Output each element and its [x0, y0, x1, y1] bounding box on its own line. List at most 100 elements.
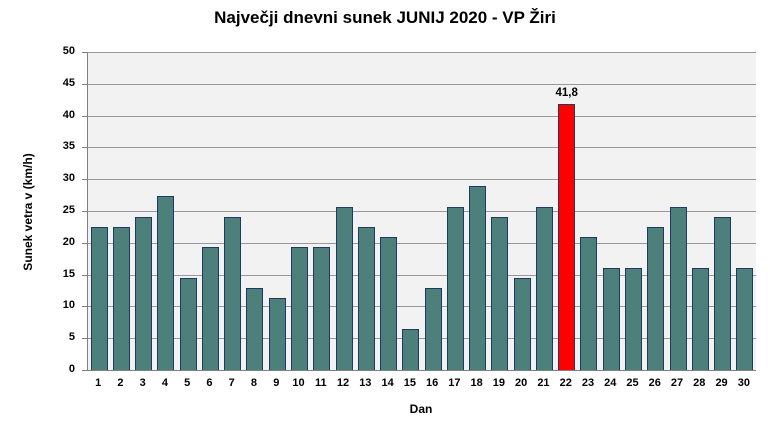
- bar-day-17: [446, 206, 464, 370]
- x-axis-label-30: 30: [737, 377, 750, 389]
- bar-slot-day-17: [444, 52, 466, 370]
- y-axis-label-15: 15: [62, 267, 75, 280]
- x-axis-label-6: 6: [206, 377, 213, 389]
- x-axis-label-27: 27: [670, 377, 684, 389]
- gridline-20: [88, 242, 756, 244]
- gridline-45: [88, 83, 756, 85]
- x-axis-label-8: 8: [250, 377, 258, 389]
- bar-slot-day-28: [689, 52, 711, 370]
- x-axis-label-22: 22: [559, 377, 572, 389]
- x-axis-label-9: 9: [273, 377, 280, 389]
- y-axis-label-40: 40: [62, 108, 75, 121]
- bar-slot-day-15: [400, 52, 422, 370]
- y-tick-20: [82, 242, 88, 244]
- bar-day-24: [602, 267, 620, 370]
- bar-slot-day-25: [622, 52, 644, 370]
- x-axis-label-7: 7: [228, 377, 235, 389]
- gridline-15: [88, 274, 756, 276]
- bar-slot-day-2: [110, 52, 132, 370]
- y-tick-25: [82, 211, 88, 212]
- bar-day-23: [580, 237, 598, 370]
- y-tick-50: [82, 52, 88, 53]
- bar-slot-day-7: [222, 52, 244, 370]
- bar-day-16: [424, 287, 442, 370]
- bar-slot-day-24: [600, 52, 622, 370]
- x-axis-label-28: 28: [693, 377, 706, 389]
- bar-day-30: [736, 267, 754, 370]
- bar-day-13: [357, 226, 375, 370]
- x-axis-label-14: 14: [381, 377, 394, 389]
- x-axis-label-12: 12: [336, 377, 350, 389]
- bar-slot-day-6: [199, 52, 221, 370]
- bar-slot-day-26: [645, 52, 667, 370]
- bar-slot-day-9: [266, 52, 288, 370]
- y-axis-label-5: 5: [68, 331, 75, 344]
- bar-slot-day-16: [422, 52, 444, 370]
- y-tick-10: [82, 306, 88, 308]
- y-axis-label-50: 50: [62, 45, 75, 57]
- bar-day-5: [179, 277, 197, 370]
- y-axis-label-25: 25: [62, 204, 75, 216]
- bar-day-25: [625, 267, 642, 370]
- bar-day-2: [112, 226, 130, 370]
- gridline-10: [88, 306, 756, 308]
- bar-slot-day-21: [533, 52, 555, 370]
- x-axis-label-4: 4: [161, 377, 168, 389]
- x-axis-label-3: 3: [139, 377, 146, 389]
- bar-slot-day-3: [133, 52, 155, 370]
- x-axis-labels: 1 2 3 4 5 6 7 8 9 10 11 12 13 14 15 16 17 18 19 20 21 22 23 24 2…: [87, 377, 755, 389]
- x-axis-title: Dan: [409, 402, 433, 416]
- bar-day-28: [691, 267, 709, 370]
- bar-day-3: [135, 216, 153, 370]
- x-axis-label-26: 26: [648, 377, 661, 389]
- y-axis-label-45: 45: [62, 76, 75, 89]
- x-axis-label-29: 29: [715, 377, 728, 389]
- x-axis-label-24: 24: [604, 377, 617, 389]
- bar-slot-day-12: [333, 52, 355, 370]
- x-axis-label-21: 21: [537, 377, 550, 389]
- y-tick-35: [82, 147, 88, 149]
- y-tick-40: [82, 115, 88, 117]
- gridline-30: [88, 179, 756, 181]
- x-axis-label-1: 1: [95, 377, 102, 389]
- bar-day-15: [402, 329, 420, 370]
- bar-slot-day-23: [578, 52, 600, 370]
- x-axis-label-17: 17: [448, 377, 461, 389]
- x-axis-label-18: 18: [470, 377, 483, 389]
- bar-slot-day-4: [155, 52, 177, 370]
- max-value-label: 41,8: [555, 87, 578, 100]
- bar-day-20: [513, 277, 531, 370]
- x-axis-label-10: 10: [292, 377, 305, 389]
- bar-slot-day-1: [88, 52, 110, 370]
- bar-slot-day-29: [711, 52, 733, 370]
- bar-slot-day-20: [511, 52, 533, 370]
- gridline-50: [88, 52, 756, 53]
- x-axis-label-25: 25: [626, 377, 639, 389]
- bar-slot-day-10: [288, 52, 310, 370]
- chart-title: Največji dnevni sunek JUNIJ 2020 - VP Ži…: [214, 8, 556, 27]
- x-axis-label-19: 19: [492, 377, 506, 389]
- gridline-40: [88, 115, 756, 117]
- bar-slot-day-5: [177, 52, 199, 370]
- y-tick-15: [82, 274, 88, 276]
- bar-day-10: [291, 247, 309, 370]
- gridline-5: [88, 338, 756, 340]
- bar-slot-day-18: [467, 52, 489, 370]
- bar-day-11: [313, 247, 331, 370]
- bar-day-8: [246, 287, 264, 370]
- bar-day-1: [90, 226, 108, 370]
- bar-day-19: [491, 216, 509, 370]
- highlighted-bar-day-22: [558, 104, 576, 370]
- y-tick-5: [82, 338, 88, 340]
- x-axis-label-20: 20: [515, 377, 528, 389]
- y-axis-label-20: 20: [62, 235, 75, 248]
- bar-day-4: [157, 195, 175, 370]
- bar-day-27: [669, 206, 687, 370]
- bar-day-21: [535, 206, 553, 370]
- bar-day-18: [469, 185, 487, 370]
- y-tick-45: [82, 83, 88, 85]
- bar-slot-day-30: [734, 52, 756, 370]
- bar-slot-day-27: [667, 52, 689, 370]
- y-axis-label-35: 35: [62, 140, 75, 153]
